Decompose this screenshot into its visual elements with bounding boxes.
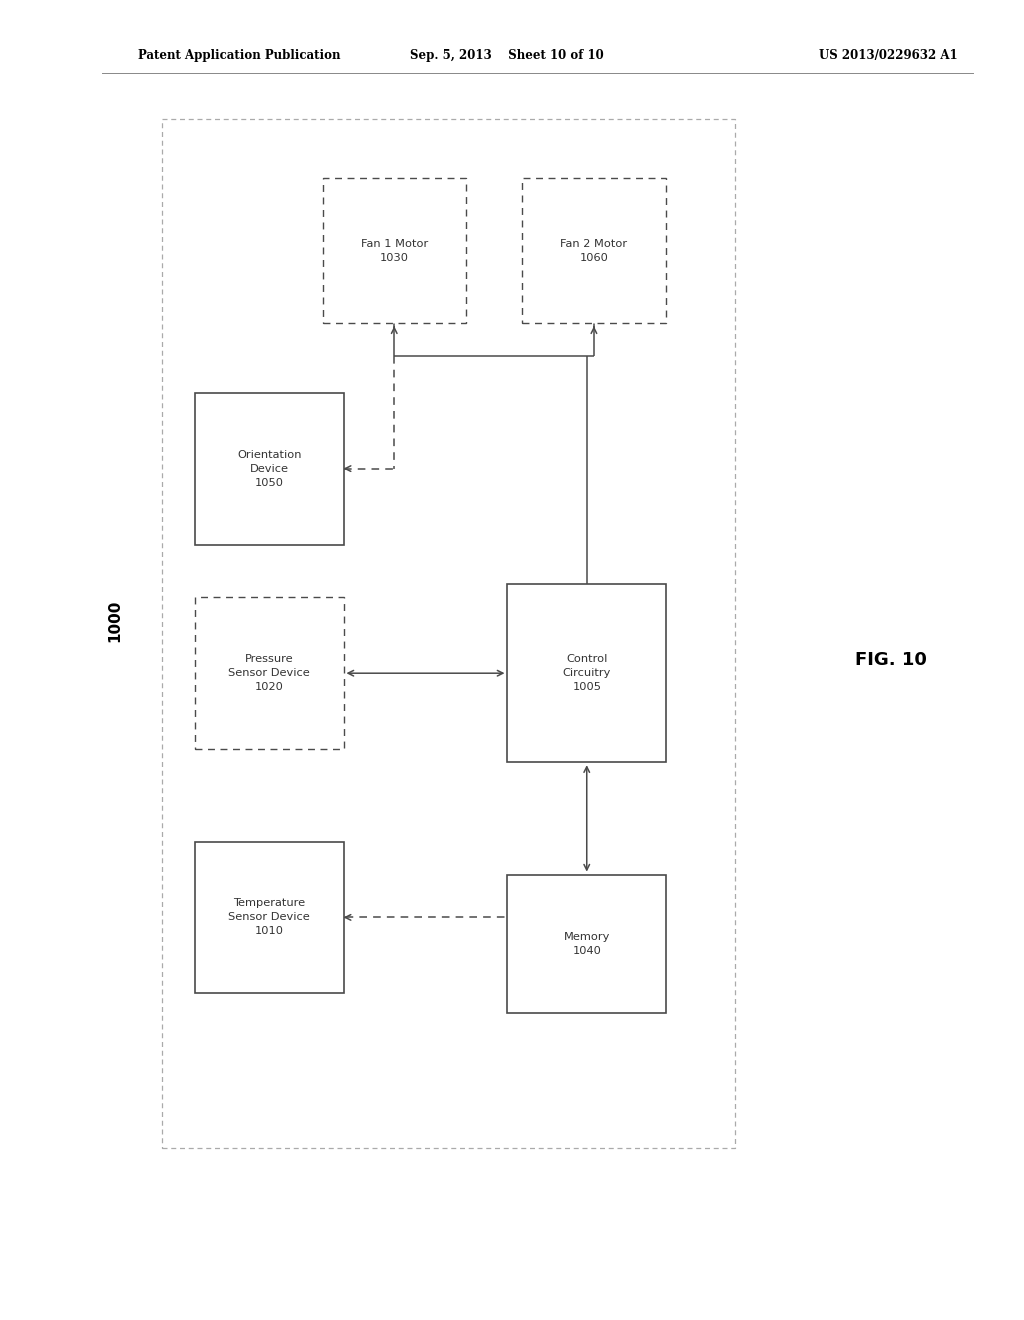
Text: US 2013/0229632 A1: US 2013/0229632 A1 [819,49,957,62]
Text: FIG. 10: FIG. 10 [855,651,927,669]
Bar [195,842,344,993]
Text: Pressure
Sensor Device
1020: Pressure Sensor Device 1020 [228,655,310,692]
Bar [507,875,666,1014]
Bar [195,393,344,544]
Text: Fan 2 Motor
1060: Fan 2 Motor 1060 [560,239,628,263]
Bar [507,583,666,763]
Text: Temperature
Sensor Device
1010: Temperature Sensor Device 1010 [228,899,310,936]
Text: 1000: 1000 [108,599,122,642]
Text: Orientation
Device
1050: Orientation Device 1050 [238,450,301,487]
Bar [323,178,466,323]
Text: Memory
1040: Memory 1040 [563,932,610,956]
Bar [162,119,735,1148]
Bar [195,597,344,750]
Text: Sep. 5, 2013    Sheet 10 of 10: Sep. 5, 2013 Sheet 10 of 10 [410,49,604,62]
Text: Patent Application Publication: Patent Application Publication [138,49,341,62]
Text: Control
Circuitry
1005: Control Circuitry 1005 [562,655,611,692]
Bar [522,178,666,323]
Text: Fan 1 Motor
1030: Fan 1 Motor 1030 [360,239,428,263]
